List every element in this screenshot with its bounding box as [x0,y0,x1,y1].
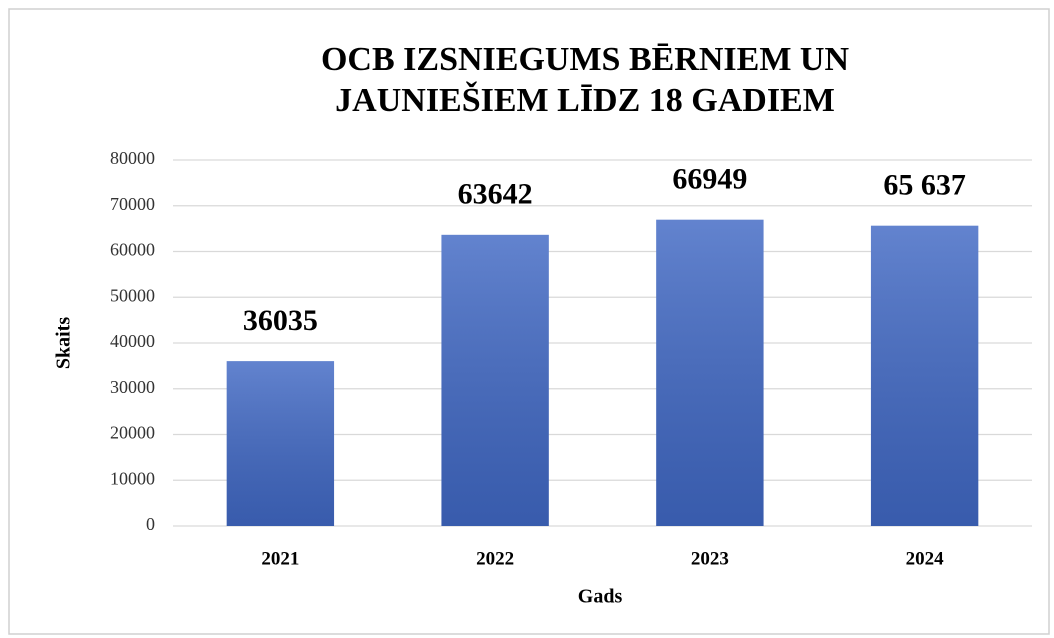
y-tick-label: 30000 [110,377,155,397]
y-tick-label: 80000 [110,148,155,168]
y-tick-label: 20000 [110,423,155,443]
chart-title: OCB IZSNIEGUMS BĒRNIEM UN [321,41,849,78]
x-tick-label: 2021 [261,548,299,569]
y-tick-label: 60000 [110,240,155,260]
y-tick-label: 0 [146,514,155,534]
data-label: 65 637 [883,169,966,202]
data-label: 63642 [458,178,533,211]
y-tick-label: 40000 [110,331,155,351]
chart-title: JAUNIEŠIEM LĪDZ 18 GADIEM [335,81,835,119]
x-axis-label: Gads [578,586,623,608]
x-tick-label: 2024 [906,548,945,569]
y-axis-label: Skaits [53,317,75,369]
bar-shade [226,361,335,526]
y-tick-label: 70000 [110,194,155,214]
y-tick-label: 10000 [110,468,155,488]
x-tick-label: 2022 [476,548,514,569]
data-label: 66949 [672,163,747,196]
y-tick-label: 50000 [110,285,155,305]
x-tick-label: 2023 [691,548,729,569]
bar-shade [870,225,979,526]
bar-shade [656,219,764,527]
data-label: 36035 [243,304,318,337]
bar-shade [441,234,549,527]
